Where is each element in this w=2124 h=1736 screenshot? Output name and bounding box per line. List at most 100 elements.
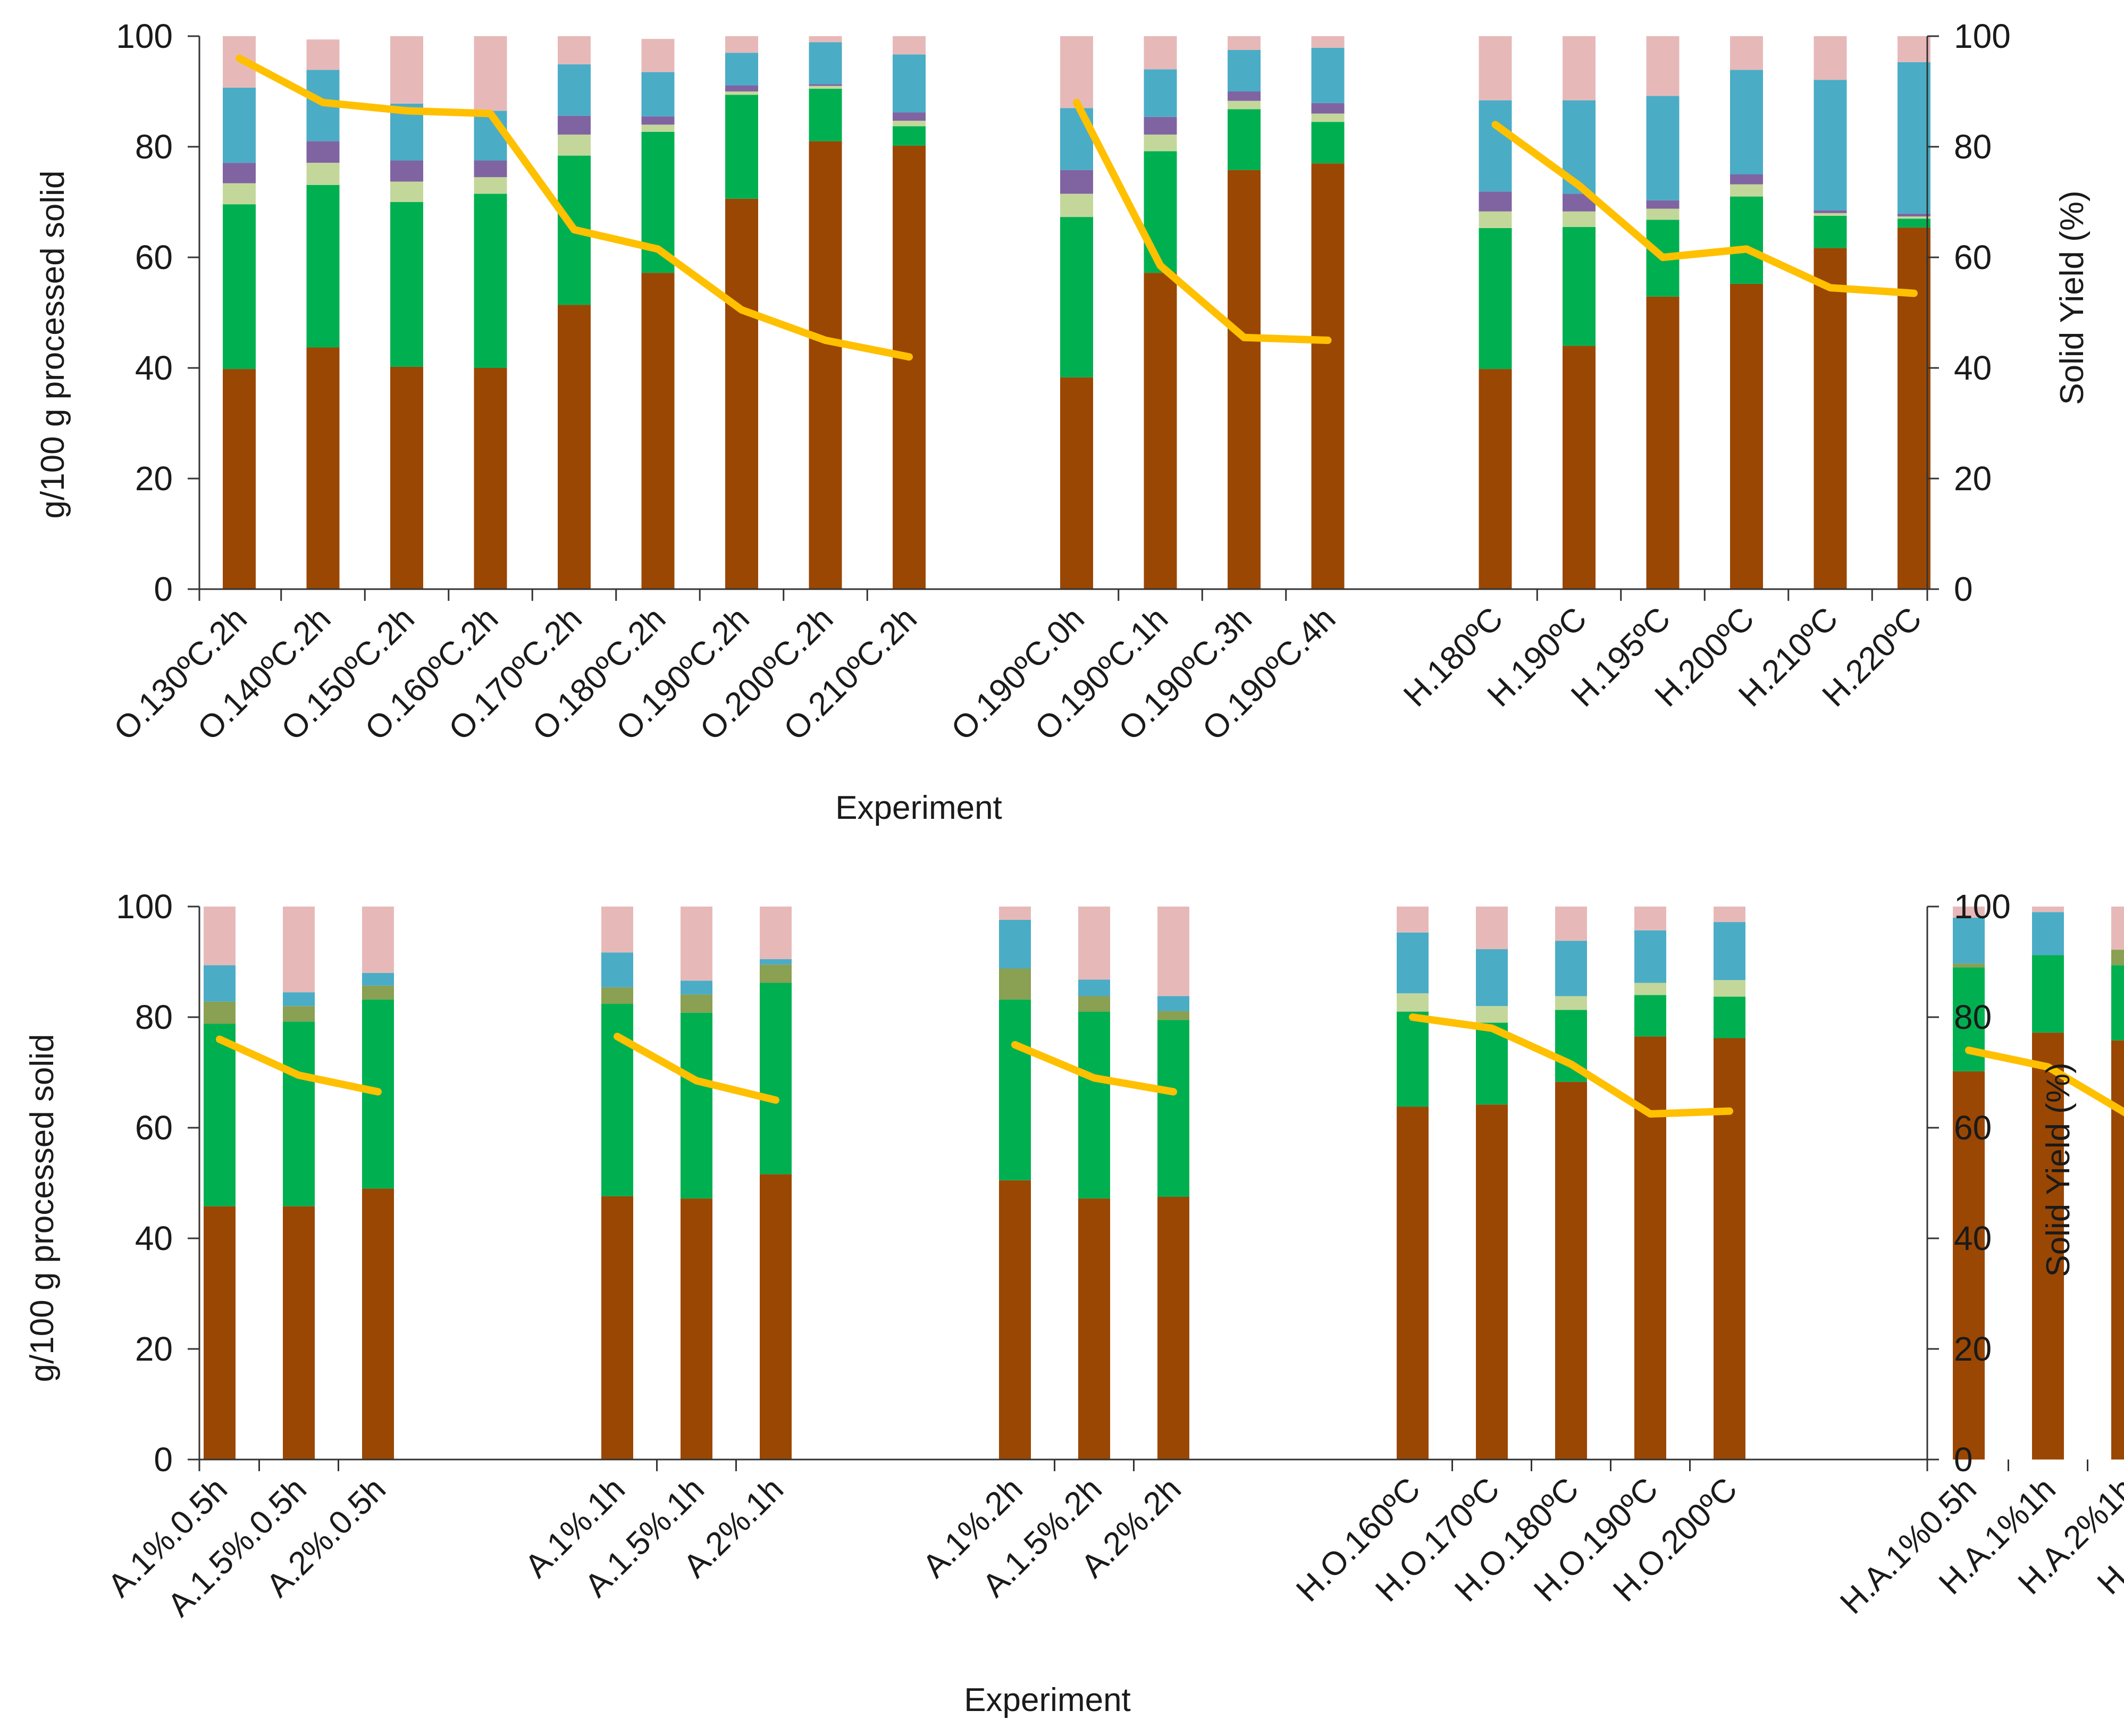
chart-bottom-bar-component6-3	[601, 907, 633, 953]
chart-bottom-bar-component5-5	[760, 959, 792, 965]
chart-bottom-y2tick-label-4: 80	[1954, 998, 1992, 1036]
chart-top-y-axis-label: g/100 g processed solid	[35, 171, 71, 519]
chart-bottom-bar-component7-2	[362, 985, 394, 1000]
chart-top-yield-line-group-0	[236, 54, 913, 361]
chart-top-y2-axis-label: Solid Yield (%)	[2054, 190, 2091, 405]
chart-top-bar-component2-12	[1311, 122, 1345, 164]
chart-top-bar-component6-11	[1228, 36, 1261, 50]
chart-bottom-bar-component7-4	[681, 994, 712, 1013]
chart-bottom-bar-component2-15	[2032, 955, 2064, 1033]
chart-bottom-bar-component2-7	[1078, 1011, 1110, 1199]
chart-bottom-bar-component6-12	[1634, 907, 1666, 930]
chart-bottom-bar-component5-14	[1953, 917, 1985, 964]
chart-top-bar-component6-5	[641, 39, 675, 72]
chart-top-bar-component3-2	[390, 181, 423, 202]
chart-top-bar-component5-13	[1479, 100, 1512, 192]
chart-top-bar-component3-10	[1144, 135, 1177, 152]
chart-bottom-bar-component5-7	[1078, 979, 1110, 996]
chart-bottom-bar-component7-0	[204, 1001, 236, 1024]
chart-top-bar-component1-18	[1898, 227, 1930, 590]
chart-bottom-bar-component2-8	[1157, 1020, 1189, 1197]
chart-top-bar-component4-1	[306, 141, 340, 163]
chart-top-bar-component3-9	[1060, 194, 1093, 217]
chart-bottom-bar-component1-6	[999, 1180, 1031, 1460]
chart-top-bar-component6-7	[809, 36, 842, 43]
chart-bottom-bar-component6-6	[999, 907, 1031, 920]
chart-bottom-ytick-label-4: 80	[135, 998, 173, 1036]
chart-top-bar-component6-9	[1060, 36, 1093, 108]
chart-bottom-bar-component5-1	[283, 992, 315, 1007]
chart-top-bar-component3-0	[223, 183, 256, 205]
chart-top-bar-component6-8	[893, 36, 926, 55]
chart-bottom-y2-axis-label: Solid Yield (%)	[2040, 1062, 2077, 1277]
chart-top-y2tick-label-1: 20	[1954, 459, 1992, 498]
chart-bottom-bar-component7-3	[601, 987, 633, 1004]
chart-bottom-bar-component5-9	[1397, 932, 1429, 994]
chart-top-y2tick-label-5: 100	[1954, 17, 2011, 55]
chart-bottom-bar-component1-11	[1555, 1081, 1587, 1460]
chart-top-bar-component3-16	[1730, 184, 1763, 197]
chart-top-bar-component6-16	[1730, 36, 1763, 70]
chart-top-ytick-label-0: 0	[154, 570, 173, 608]
chart-bottom-bar-component6-10	[1476, 907, 1508, 950]
chart-top-bar-component3-18	[1898, 216, 1930, 219]
chart-top-bar-component2-6	[725, 95, 758, 199]
chart-top-bar-component2-11	[1228, 109, 1261, 170]
chart-top-bar-component3-8	[893, 121, 926, 127]
chart-top-ytick-label-2: 40	[135, 349, 173, 387]
chart-bottom-ytick-label-1: 20	[135, 1330, 173, 1368]
chart-bottom-bar-component2-1	[283, 1021, 315, 1206]
chart-bottom-bar-component7-8	[1157, 1011, 1189, 1020]
chart-top-bar-component1-5	[641, 273, 675, 589]
chart-top-bar-component4-6	[725, 85, 758, 91]
chart-bottom-bar-component6-7	[1078, 907, 1110, 980]
chart-bottom-ytick-label-5: 100	[116, 887, 173, 926]
chart-top-bar-component5-17	[1814, 80, 1847, 211]
chart-bottom-bar-component1-14	[1953, 1071, 1985, 1460]
chart-bottom: 020406080100020406080100A.1%.0.5hA.1.5%.…	[101, 887, 2124, 1624]
chart-top-bar-component6-18	[1898, 36, 1930, 62]
chart-top-bar-component1-10	[1144, 273, 1177, 589]
chart-top-ytick-label-3: 60	[135, 238, 173, 276]
chart-top-bar-component1-15	[1646, 296, 1680, 589]
chart-bottom-y-axis-label: g/100 g processed solid	[24, 1034, 61, 1382]
chart-top-bar-component6-2	[390, 36, 423, 104]
chart-bottom-bar-component3-10	[1476, 1006, 1508, 1023]
chart-bottom-bar-component1-5	[760, 1174, 792, 1460]
chart-bottom-bar-component2-5	[760, 983, 792, 1175]
chart-bottom-bar-component6-14	[1953, 907, 1985, 918]
chart-top-bar-component5-12	[1311, 47, 1345, 103]
chart-top-bar-component3-3	[474, 177, 507, 194]
chart-bottom-bar-component3-11	[1555, 996, 1587, 1010]
chart-top-bar-component1-3	[474, 368, 507, 589]
chart-top-bar-component4-16	[1730, 174, 1763, 184]
chart-bottom-x-axis-label: Experiment	[964, 1682, 1131, 1718]
chart-bottom-bar-component2-16	[2111, 965, 2124, 1041]
chart-top-bar-component2-16	[1730, 196, 1763, 284]
chart-bottom-bar-component1-1	[283, 1206, 315, 1460]
chart-top-bar-component3-11	[1228, 100, 1261, 110]
chart-bottom-bar-component7-5	[760, 965, 792, 983]
chart-top-y2tick-label-4: 80	[1954, 128, 1992, 166]
chart-top-bar-component4-11	[1228, 91, 1261, 101]
chart-top-bar-component2-9	[1060, 217, 1093, 378]
chart-top-bar-component5-7	[809, 42, 842, 85]
chart-bottom-bar-component6-9	[1397, 907, 1429, 933]
chart-top-bar-component5-0	[223, 87, 256, 163]
chart-top-bar-component1-14	[1563, 346, 1596, 589]
chart-bottom-bar-component3-13	[1714, 980, 1745, 997]
chart-top-bar-component4-8	[893, 112, 926, 121]
chart-bottom-yield-line-group-0	[216, 1035, 382, 1096]
chart-top-bar-component1-13	[1479, 369, 1512, 589]
chart-bottom-bar-component6-4	[681, 907, 712, 981]
chart-bottom-yield-line-group-1	[614, 1033, 779, 1104]
chart-bottom-bar-component2-9	[1397, 1011, 1429, 1107]
chart-top-bar-component6-1	[306, 39, 340, 70]
chart-bottom-bar-component1-7	[1078, 1198, 1110, 1460]
chart-top-bar-component3-5	[641, 124, 675, 132]
chart-bottom-bar-component1-3	[601, 1196, 633, 1460]
chart-top-bar-component1-16	[1730, 283, 1763, 589]
chart-top-bar-component5-15	[1646, 96, 1680, 200]
chart-bottom-bar-component1-0	[204, 1206, 236, 1460]
